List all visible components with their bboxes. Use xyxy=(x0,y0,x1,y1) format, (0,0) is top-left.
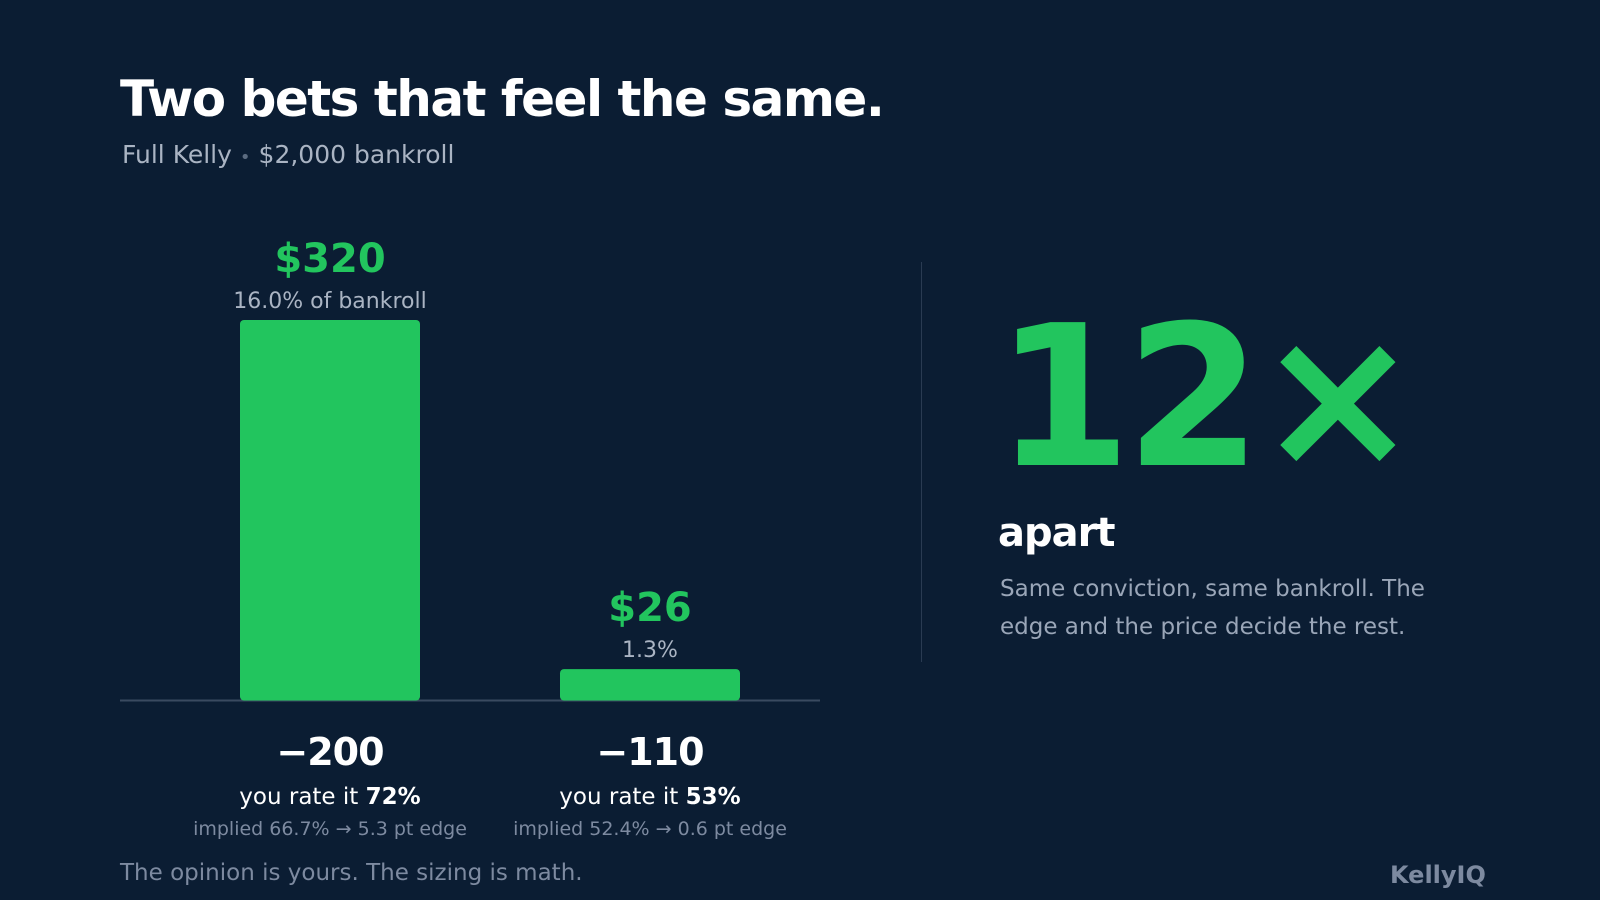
subtitle-mode: Full Kelly xyxy=(122,140,232,169)
footer-note: The opinion is yours. The sizing is math… xyxy=(120,860,583,886)
rating-value: 72% xyxy=(366,784,421,810)
brand-logo: KellyIQ xyxy=(1390,861,1486,889)
page-title: Two bets that feel the same. xyxy=(120,70,885,128)
subtitle-separator: • xyxy=(239,147,251,168)
rating-prefix: you rate it xyxy=(559,784,685,810)
edge-note: implied 52.4% → 0.6 pt edge xyxy=(513,818,787,840)
bar-percent-label: 1.3% xyxy=(622,638,678,663)
multiplier-label: apart xyxy=(998,510,1115,556)
odds-tick-label: −200 xyxy=(276,730,383,774)
odds-tick-label: −110 xyxy=(596,730,703,774)
subtitle-bankroll: $2,000 bankroll xyxy=(258,140,455,169)
rating-prefix: you rate it xyxy=(239,784,365,810)
section-divider xyxy=(921,262,922,662)
multiplier-callout: 12× xyxy=(995,284,1420,512)
edge-note: implied 66.7% → 5.3 pt edge xyxy=(193,818,467,840)
rating-label: you rate it 53% xyxy=(559,784,740,810)
rating-label: you rate it 72% xyxy=(239,784,420,810)
bar-2 xyxy=(560,669,740,701)
bar-value-label: $320 xyxy=(274,236,385,282)
bar-value-label: $26 xyxy=(608,585,692,631)
page-subtitle: Full Kelly • $2,000 bankroll xyxy=(122,140,454,169)
rating-value: 53% xyxy=(686,784,741,810)
callout-description: Same conviction, same bankroll. The edge… xyxy=(1000,576,1425,640)
bar-1 xyxy=(240,320,420,701)
bar-percent-label: 16.0% of bankroll xyxy=(233,289,426,314)
